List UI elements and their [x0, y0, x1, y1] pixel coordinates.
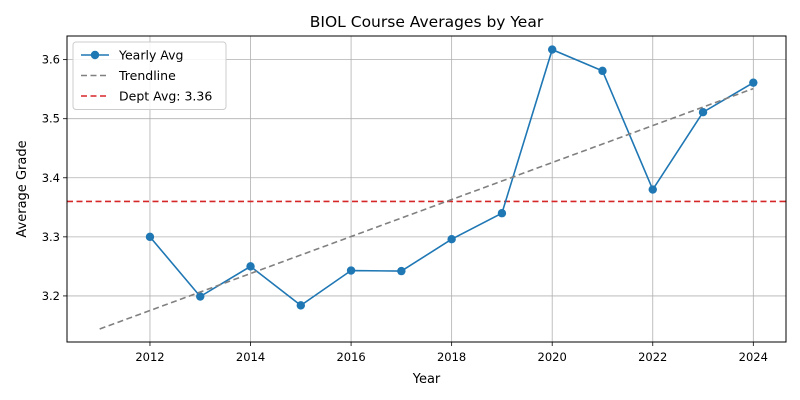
- yearly-avg-point: [497, 209, 507, 218]
- y-axis-title: Average Grade: [15, 140, 30, 237]
- series-layer: [99, 45, 758, 330]
- yearly-avg-point: [547, 45, 557, 54]
- y-tick-label: 3.4: [42, 171, 60, 185]
- x-tick-label: 2012: [135, 350, 164, 364]
- yearly-avg-point: [145, 232, 155, 242]
- yearly-avg-point: [346, 266, 356, 275]
- x-tick-label: 2014: [236, 350, 265, 364]
- yearly-avg-point: [698, 108, 708, 117]
- yearly-avg-point: [447, 235, 456, 244]
- grid: [67, 36, 786, 342]
- x-tick-label: 2018: [437, 350, 466, 364]
- legend-marker: [90, 50, 100, 60]
- plot-frame: [66, 35, 787, 343]
- yearly-avg-point: [296, 301, 306, 310]
- x-axis-ticks: 2012 2014 2016 2018 2020 2022 2024: [135, 342, 768, 364]
- yearly-avg-point: [397, 266, 406, 276]
- yearly-avg-point: [749, 78, 758, 87]
- y-tick-label: 3.2: [42, 289, 60, 303]
- chart-title: BIOL Course Averages by Year: [310, 13, 544, 31]
- y-tick-label: 3.5: [42, 112, 60, 126]
- yearly-avg-point: [196, 292, 205, 301]
- yearly-avg-point: [648, 185, 657, 194]
- legend-label: Yearly Avg: [118, 48, 183, 63]
- x-tick-label: 2022: [638, 350, 667, 364]
- y-tick-label: 3.6: [42, 53, 60, 67]
- x-tick-label: 2016: [336, 350, 365, 364]
- trendline: [99, 87, 754, 330]
- x-tick-label: 2024: [739, 350, 768, 364]
- yearly-avg-point: [246, 262, 255, 271]
- x-tick-label: 2020: [538, 350, 567, 364]
- x-axis-title: Year: [412, 372, 441, 387]
- y-axis-ticks: 3.2 3.3 3.4 3.5 3.6: [42, 53, 67, 303]
- legend-label: Dept Avg: 3.36: [119, 89, 212, 104]
- legend-box: [72, 41, 227, 110]
- legend-label: Trendline: [118, 68, 176, 83]
- legend: Yearly Avg Trendline Dept Avg: 3.36: [72, 41, 227, 110]
- yearly-avg-point: [598, 66, 607, 76]
- y-tick-label: 3.3: [42, 230, 60, 244]
